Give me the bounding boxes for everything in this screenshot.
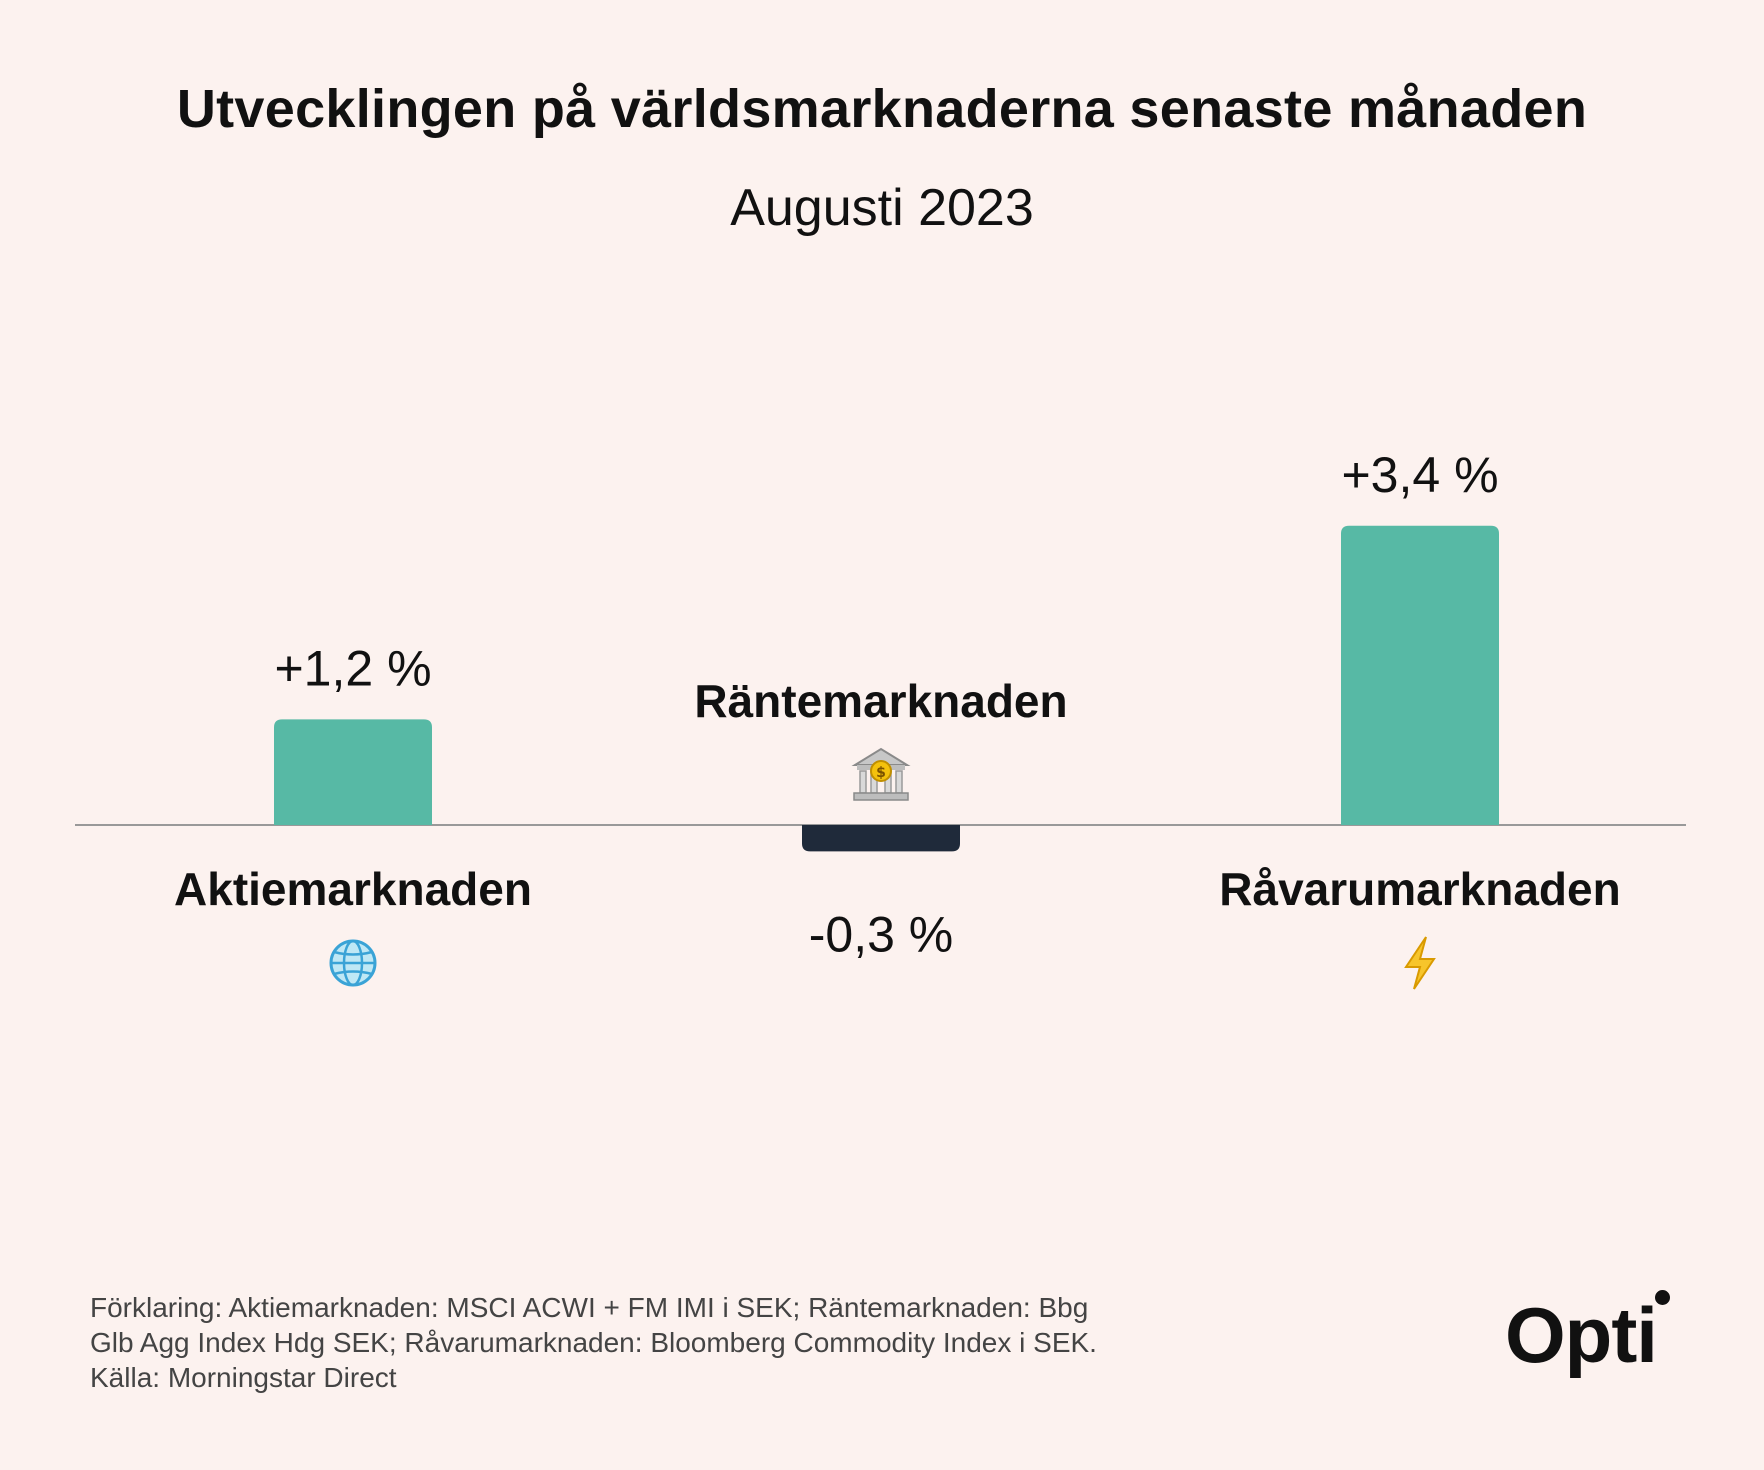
opti-logo: Opti [1505,1291,1658,1379]
bar-råvarumarknaden [1341,525,1499,825]
footnote-line: Glb Agg Index Hdg SEK; Råvarumarknaden: … [90,1327,1097,1358]
value-label: -0,3 % [809,906,954,962]
category-label: Aktiemarknaden [174,863,532,915]
value-label: +1,2 % [274,640,431,696]
bar-aktiemarknaden [274,719,432,825]
category-label: Räntemarknaden [694,675,1067,727]
icons-group: $ [329,747,1436,990]
category-label: Råvarumarknaden [1219,863,1620,915]
bar-räntemarknaden [802,825,960,852]
bars-group [274,525,1499,852]
chart-title: Utvecklingen på världsmarknaderna senast… [176,79,1588,139]
footnote: Förklaring: Aktiemarknaden: MSCI ACWI + … [90,1290,1340,1395]
footnote-line: Förklaring: Aktiemarknaden: MSCI ACWI + … [90,1292,1089,1323]
lightning-icon [1404,936,1436,990]
labels-group: +1,2 % Aktiemarknaden -0,3 % Räntemarknaden… [174,447,1621,963]
footnote-line: Källa: Morningstar Direct [90,1362,397,1393]
svg-text:$: $ [876,765,886,781]
logo-dot [1655,1290,1670,1305]
value-label: +3,4 % [1341,447,1498,503]
bank-icon: $ [851,747,911,801]
chart-subtitle: Augusti 2023 [730,179,1034,237]
bar-chart: +1,2 % Aktiemarknaden -0,3 % Räntemarknaden… [75,447,1686,990]
globe-icon [329,939,377,987]
